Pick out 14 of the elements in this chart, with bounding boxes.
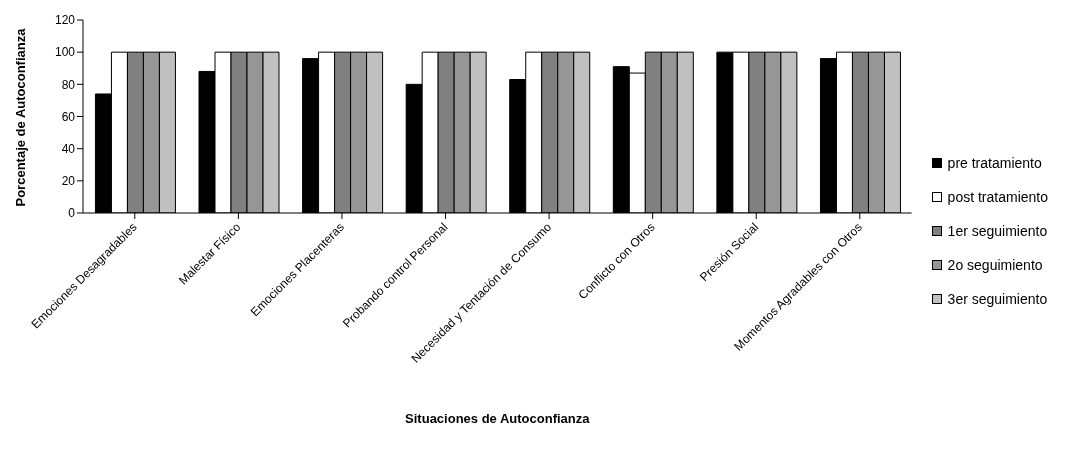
y-tick-label: 100 xyxy=(54,45,76,60)
y-axis-title: Porcentaje de Autoconfianza xyxy=(12,27,28,207)
y-tick-label: 120 xyxy=(54,13,76,28)
y-tick-label: 0 xyxy=(68,206,76,221)
legend-label: 1er seguimiento xyxy=(947,222,1048,239)
y-tick-label: 80 xyxy=(61,77,76,92)
y-tick-label: 20 xyxy=(61,174,76,189)
legend-label: post tratamiento xyxy=(947,188,1048,205)
legend-label: 2o seguimiento xyxy=(947,256,1043,273)
y-tick-label: 60 xyxy=(61,109,76,124)
y-tick-label: 40 xyxy=(61,141,76,156)
x-axis-title: Situaciones de Autoconfianza xyxy=(405,411,591,426)
legend-label: pre tratamiento xyxy=(947,154,1042,171)
legend-label: 3er seguimiento xyxy=(947,290,1048,307)
